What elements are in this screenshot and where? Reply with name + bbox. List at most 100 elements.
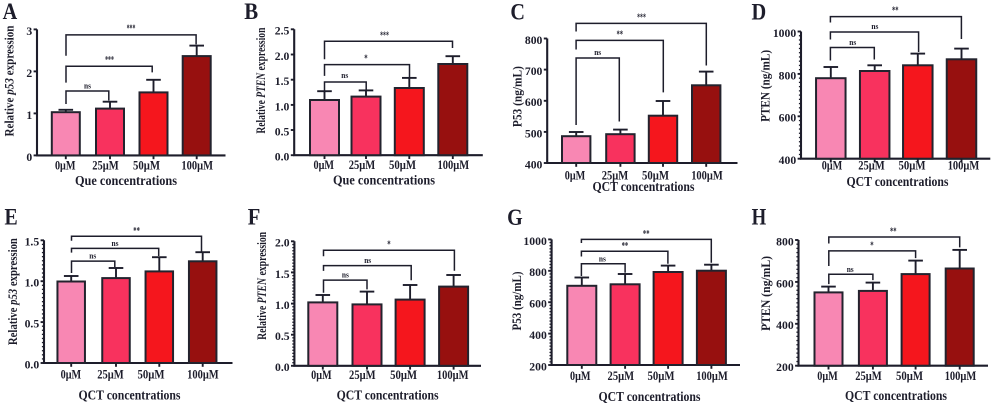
svg-text:0μM: 0μM	[311, 368, 332, 382]
svg-text:1.5: 1.5	[275, 268, 290, 281]
svg-text:Que concentrations: Que concentrations	[75, 173, 177, 188]
svg-text:600: 600	[529, 298, 547, 311]
svg-text:ns: ns	[342, 271, 349, 280]
svg-text:100μM: 100μM	[187, 368, 219, 382]
svg-text:**: **	[617, 30, 624, 41]
svg-text:Que concentrations: Que concentrations	[333, 173, 435, 188]
svg-text:F: F	[248, 204, 261, 229]
svg-text:800: 800	[525, 34, 543, 47]
svg-text:200: 200	[776, 361, 794, 374]
svg-text:2.0: 2.0	[275, 50, 290, 63]
svg-text:*: *	[364, 54, 367, 65]
svg-text:0μM: 0μM	[61, 368, 82, 382]
svg-text:100μM: 100μM	[691, 169, 723, 183]
svg-text:100μM: 100μM	[437, 368, 469, 382]
svg-text:ns: ns	[594, 48, 601, 57]
svg-text:25μM: 25μM	[858, 158, 885, 172]
svg-text:QCT concentrations: QCT concentrations	[593, 179, 695, 194]
svg-text:25μM: 25μM	[602, 169, 629, 183]
svg-text:0: 0	[26, 151, 32, 164]
svg-text:0.5: 0.5	[275, 330, 290, 343]
svg-text:ns: ns	[849, 38, 856, 47]
svg-text:700: 700	[525, 65, 543, 78]
svg-text:0.0: 0.0	[25, 358, 40, 371]
svg-text:1000: 1000	[523, 235, 547, 248]
svg-text:800: 800	[529, 266, 547, 279]
svg-text:25μM: 25μM	[349, 158, 376, 172]
svg-text:400: 400	[529, 329, 547, 342]
svg-text:Relative PTEN expression: Relative PTEN expression	[254, 28, 268, 134]
svg-text:Relative p53 expression: Relative p53 expression	[3, 26, 17, 137]
svg-text:2: 2	[26, 67, 32, 80]
svg-text:ns: ns	[364, 256, 371, 265]
svg-text:25μM: 25μM	[349, 368, 376, 382]
svg-text:ns: ns	[89, 252, 96, 261]
svg-text:0μM: 0μM	[565, 169, 586, 183]
svg-text:QCT concentrations: QCT concentrations	[599, 389, 701, 404]
svg-text:QCT concentrations: QCT concentrations	[337, 388, 439, 403]
svg-text:***: ***	[637, 12, 646, 23]
svg-text:600: 600	[776, 277, 794, 290]
svg-text:2.0: 2.0	[275, 237, 290, 250]
svg-text:B: B	[244, 0, 258, 24]
svg-text:100μM: 100μM	[181, 159, 213, 173]
svg-text:50μM: 50μM	[648, 369, 675, 383]
svg-text:200: 200	[529, 360, 547, 373]
svg-text:0.0: 0.0	[275, 361, 290, 374]
svg-text:0μM: 0μM	[570, 369, 591, 383]
svg-text:**: **	[643, 229, 650, 240]
svg-text:**: **	[890, 227, 897, 238]
svg-text:3: 3	[26, 25, 32, 38]
svg-text:Relative PTEN expression: Relative PTEN expression	[255, 232, 269, 340]
svg-text:P53 (ng/mL): P53 (ng/mL)	[510, 272, 524, 331]
svg-text:800: 800	[776, 235, 794, 248]
svg-text:50μM: 50μM	[896, 369, 923, 383]
svg-text:E: E	[5, 205, 18, 230]
svg-text:0μM: 0μM	[822, 158, 843, 172]
svg-text:600: 600	[779, 112, 797, 125]
svg-text:***: ***	[127, 24, 136, 35]
svg-text:50μM: 50μM	[389, 158, 416, 172]
svg-text:25μM: 25μM	[97, 368, 124, 382]
svg-text:100μM: 100μM	[945, 369, 977, 383]
svg-text:1.5: 1.5	[275, 75, 290, 88]
svg-text:500: 500	[525, 127, 543, 140]
svg-text:50μM: 50μM	[390, 368, 417, 382]
svg-text:PTEN (ng/mL): PTEN (ng/mL)	[759, 256, 773, 331]
svg-text:1.0: 1.0	[275, 100, 290, 113]
svg-text:400: 400	[779, 154, 797, 167]
svg-text:100μM: 100μM	[948, 158, 980, 172]
svg-text:800: 800	[779, 69, 797, 82]
svg-text:50μM: 50μM	[642, 169, 669, 183]
svg-text:*: *	[870, 240, 873, 251]
svg-text:ns: ns	[84, 82, 91, 91]
svg-text:***: ***	[380, 30, 389, 41]
svg-text:0.5: 0.5	[275, 125, 290, 138]
svg-text:QCT concentrations: QCT concentrations	[845, 388, 947, 403]
svg-text:1.0: 1.0	[275, 299, 290, 312]
svg-text:600: 600	[525, 96, 543, 109]
svg-text:25μM: 25μM	[608, 369, 635, 383]
svg-text:25μM: 25μM	[855, 369, 882, 383]
svg-text:ns: ns	[599, 254, 606, 263]
svg-text:0.5: 0.5	[25, 318, 40, 331]
svg-text:1.5: 1.5	[25, 236, 40, 249]
svg-text:QCT concentrations: QCT concentrations	[79, 388, 181, 403]
svg-text:0μM: 0μM	[55, 159, 76, 173]
svg-text:G: G	[507, 205, 523, 230]
svg-text:A: A	[3, 0, 18, 24]
svg-text:ns: ns	[112, 239, 119, 248]
svg-text:D: D	[752, 0, 767, 24]
svg-text:H: H	[752, 205, 767, 230]
svg-text:1.0: 1.0	[25, 277, 40, 290]
svg-text:400: 400	[776, 319, 794, 332]
svg-text:**: **	[133, 226, 140, 237]
svg-text:50μM: 50μM	[138, 368, 165, 382]
svg-text:ns: ns	[871, 22, 878, 31]
svg-text:50μM: 50μM	[899, 158, 926, 172]
svg-text:2.5: 2.5	[275, 25, 290, 38]
svg-text:ns: ns	[847, 265, 854, 274]
svg-text:1000: 1000	[773, 27, 797, 40]
svg-text:400: 400	[525, 158, 543, 171]
svg-text:ns: ns	[341, 71, 348, 80]
